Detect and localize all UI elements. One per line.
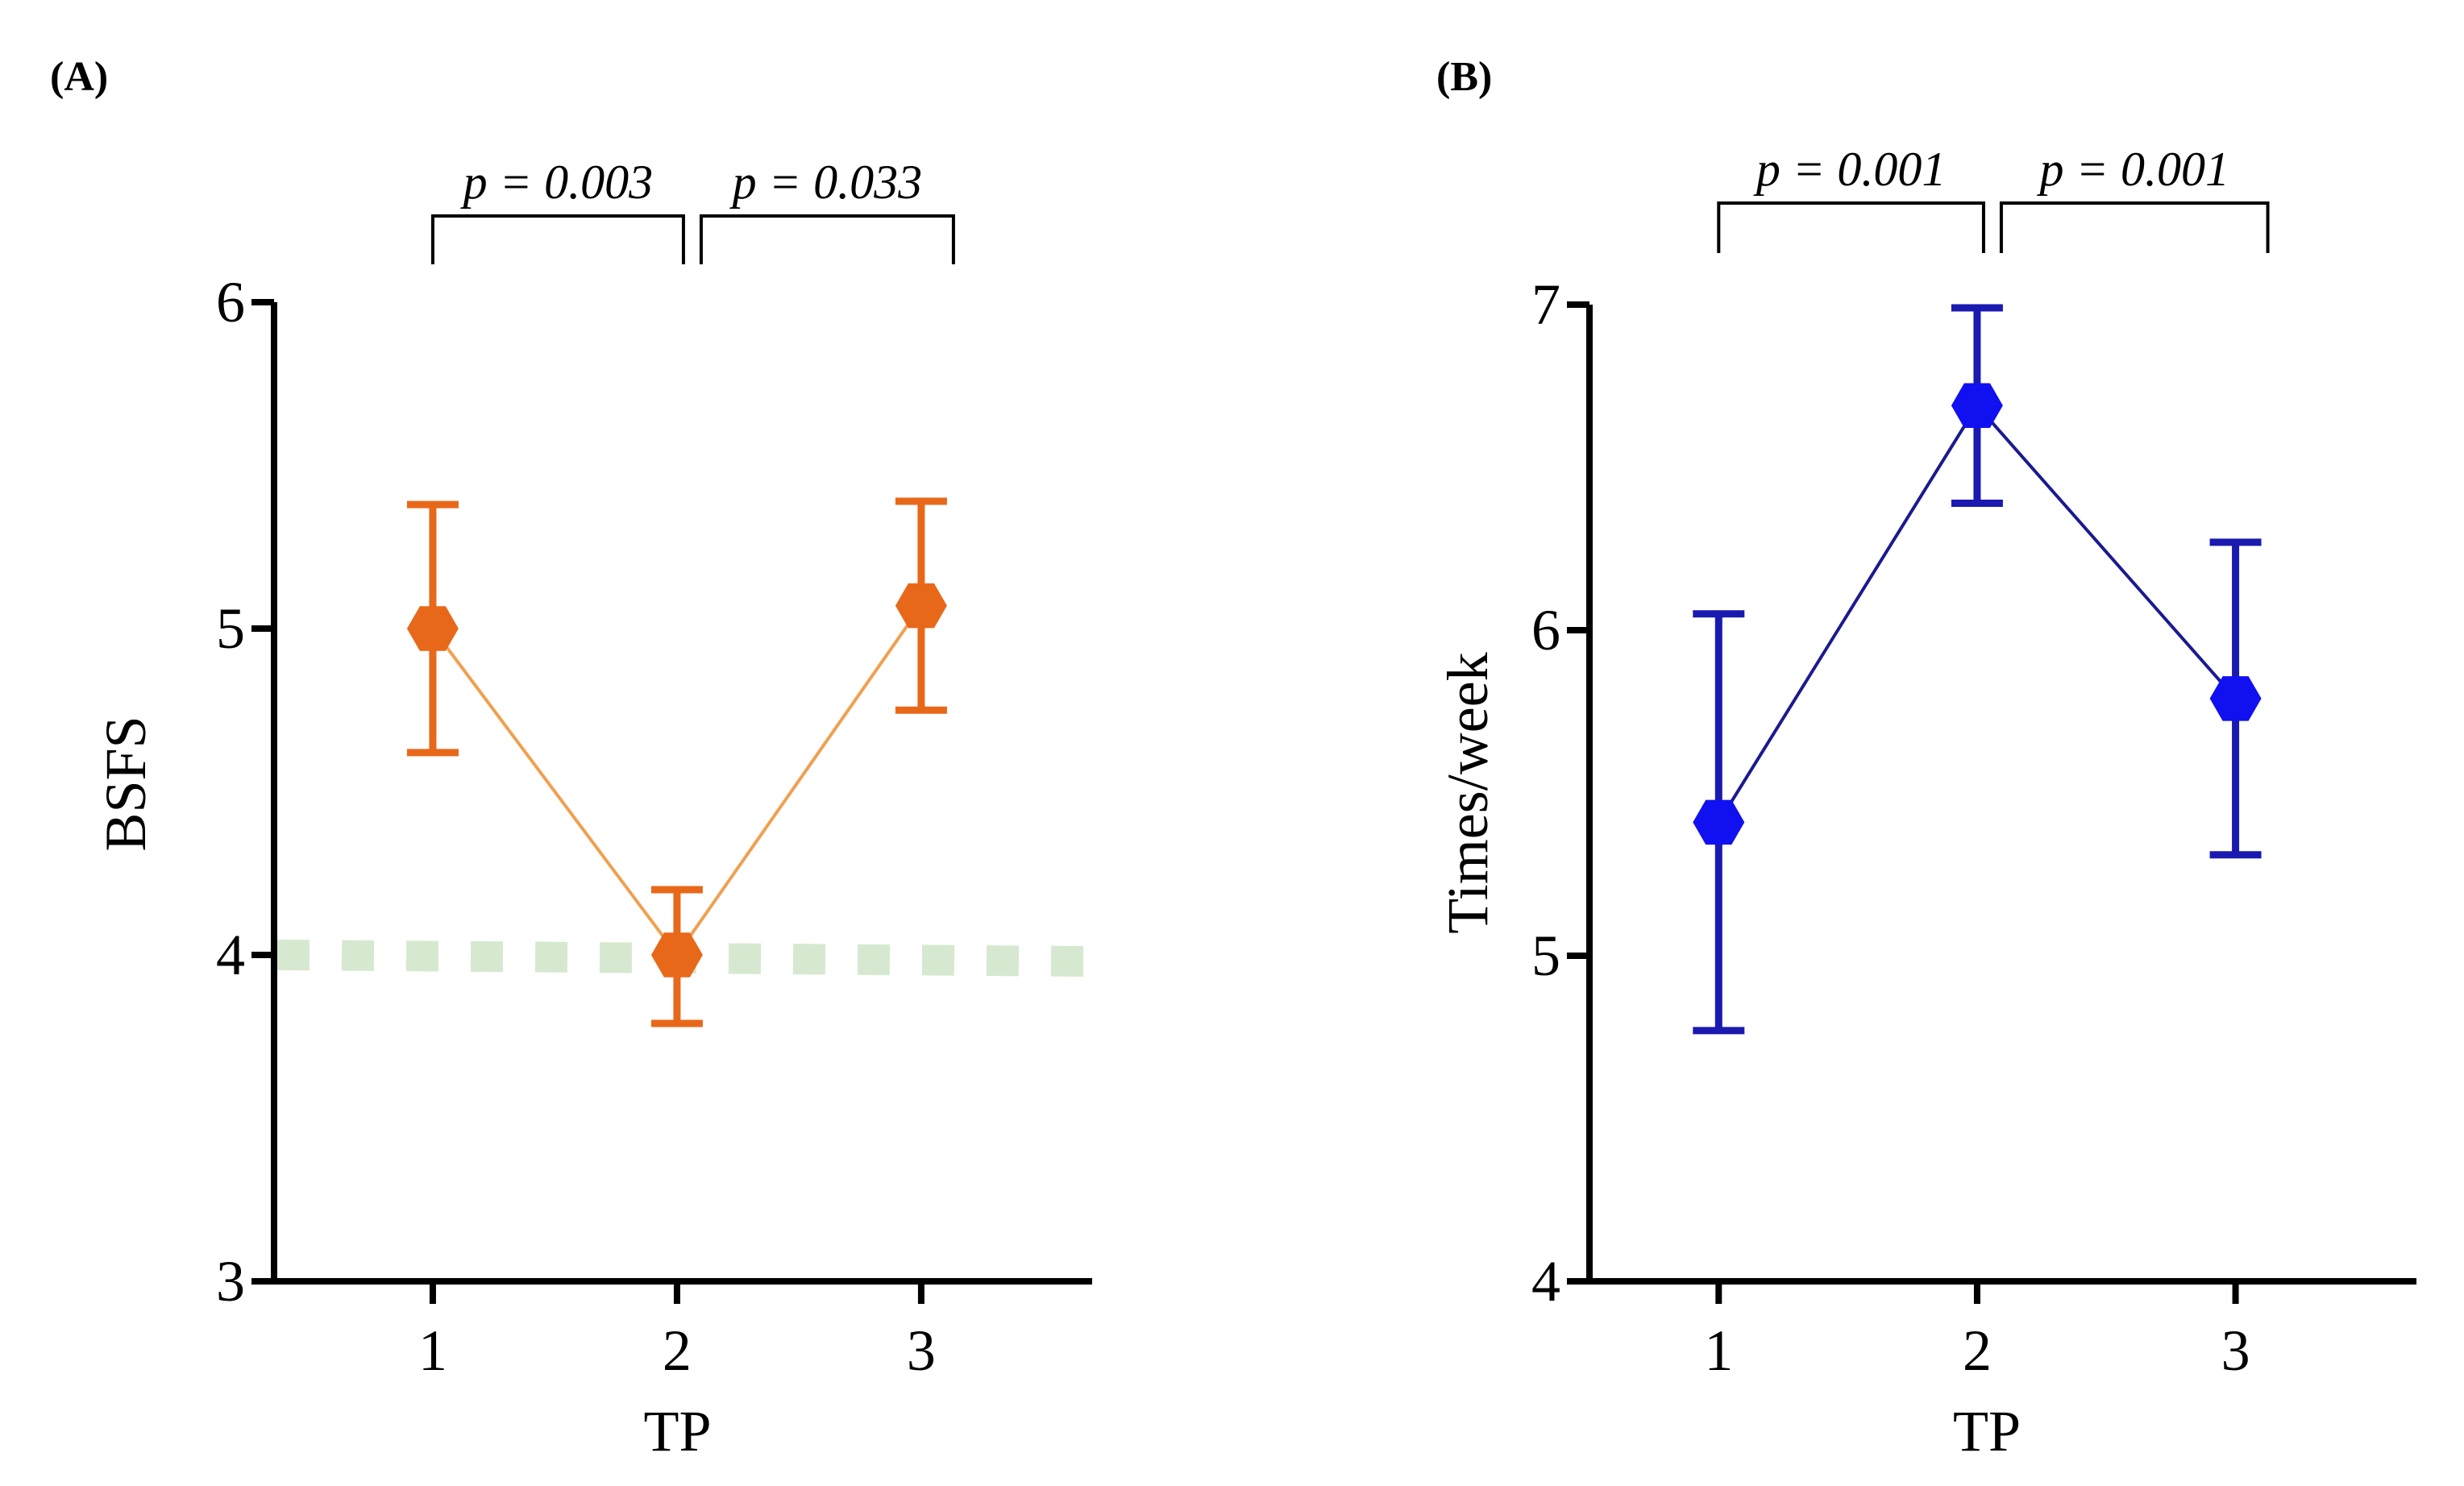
- x-tick-label: 2: [1963, 1318, 1992, 1383]
- data-point: [406, 606, 459, 651]
- x-tick-label: 2: [663, 1318, 692, 1383]
- p-value-label: p = 0.001: [1753, 143, 1947, 196]
- significance-bracket: [1717, 201, 1985, 253]
- panel-b: (B) 4 5 6 7 1 2 3 TP Times/week p = 0.001 p = 0.001: [1436, 54, 2416, 1463]
- significance-bracket: [430, 214, 685, 264]
- significance-bracket: [1999, 201, 2270, 253]
- x-axis-title: TP: [643, 1399, 711, 1463]
- x-tick-label: 1: [1704, 1318, 1733, 1383]
- p-value-label: p = 0.033: [729, 156, 923, 209]
- y-tick-label: 4: [1531, 1249, 1560, 1314]
- data-point: [650, 932, 703, 978]
- x-tick-label: 1: [418, 1318, 447, 1383]
- y-tick-label: 6: [1531, 598, 1560, 662]
- data-point: [1693, 799, 1745, 845]
- y-tick-label: 7: [1531, 272, 1560, 337]
- panel-label: (A): [50, 54, 108, 100]
- y-tick-label: 4: [216, 923, 245, 987]
- p-value-label: p = 0.001: [2037, 143, 2230, 196]
- x-axis-title: TP: [1953, 1399, 2021, 1463]
- data-point: [895, 583, 947, 629]
- significance-bracket: [699, 214, 955, 264]
- y-axis-title: BSFS: [93, 716, 158, 851]
- y-tick-label: 3: [216, 1249, 245, 1314]
- y-tick-label: 6: [216, 270, 245, 334]
- x-tick-label: 3: [907, 1318, 936, 1383]
- p-value-label: p = 0.003: [460, 156, 654, 209]
- x-tick-label: 3: [2221, 1318, 2250, 1383]
- panel-label: (B): [1436, 54, 1492, 100]
- y-tick-label: 5: [216, 596, 245, 661]
- data-point: [1951, 383, 2003, 428]
- data-point: [2209, 676, 2262, 721]
- panel-a: (A) 3 4 5 6 1 2 3 TP BSFS p = 0.003 p = 0.033: [50, 54, 1092, 1463]
- y-axis-title: Times/week: [1436, 652, 1500, 933]
- y-tick-label: 5: [1531, 924, 1560, 988]
